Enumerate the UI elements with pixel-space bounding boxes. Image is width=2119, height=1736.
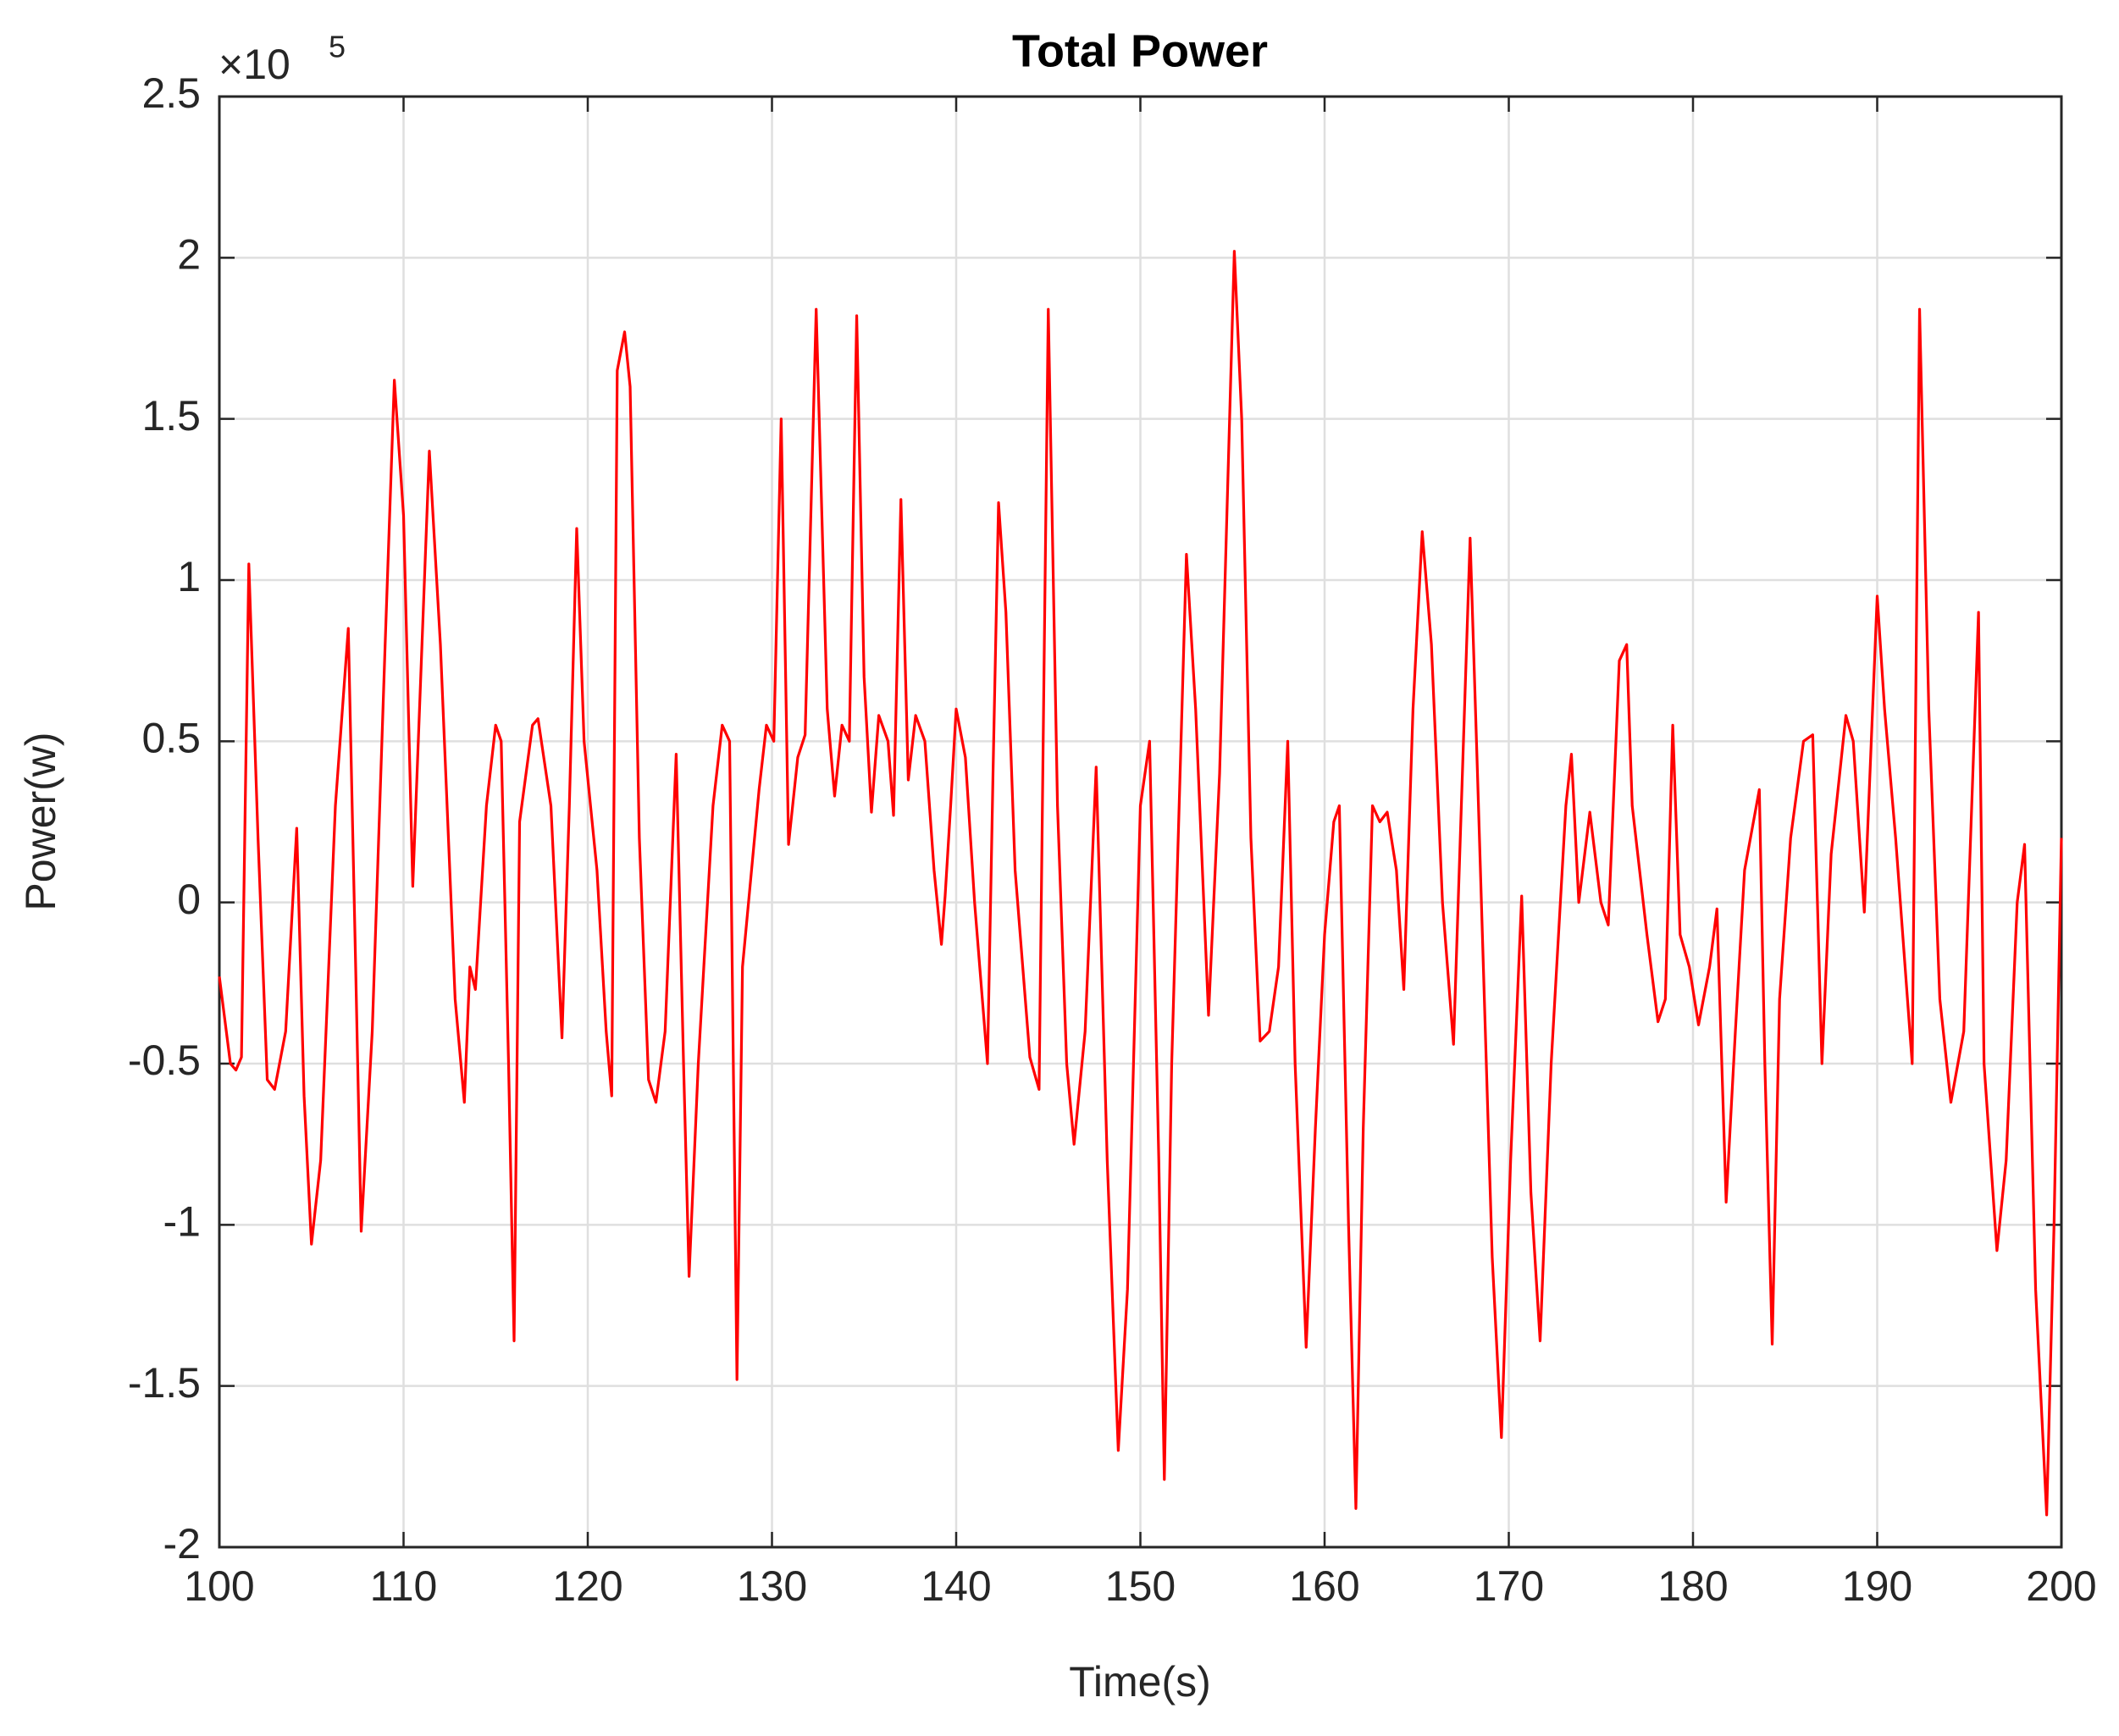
y-tick-label: -1	[163, 1198, 201, 1246]
x-tick-label: 200	[2026, 1562, 2096, 1610]
y-tick-label: 2	[177, 231, 201, 279]
x-tick-label: 100	[184, 1562, 254, 1610]
chart-title: Total Power	[1012, 25, 1268, 76]
data-line	[218, 250, 2063, 1517]
y-scale-exponent: 5	[329, 30, 346, 64]
x-tick-label: 180	[1657, 1562, 1728, 1610]
x-tick-label: 140	[921, 1562, 991, 1610]
y-axis-label: Power(w)	[17, 732, 64, 910]
x-tick-label: 150	[1105, 1562, 1176, 1610]
y-tick-label: 0.5	[141, 715, 201, 762]
x-tick-label: 190	[1842, 1562, 1912, 1610]
y-scale-base: ×10	[219, 41, 290, 88]
y-tick-label: 1.5	[141, 392, 201, 440]
y-tick-label: 1	[177, 553, 201, 600]
y-tick-label: 2.5	[141, 69, 201, 117]
x-tick-label: 120	[552, 1562, 622, 1610]
x-tick-label: 160	[1289, 1562, 1359, 1610]
y-tick-label: 0	[177, 876, 201, 923]
x-tick-label: 130	[737, 1562, 807, 1610]
plot-frame	[218, 95, 2063, 1549]
x-tick-label: 110	[370, 1562, 438, 1610]
y-tick-label: -2	[163, 1520, 201, 1567]
x-tick-label: 170	[1474, 1562, 1544, 1610]
x-axis-label: Time(s)	[1069, 1658, 1211, 1706]
y-tick-label: -0.5	[128, 1037, 201, 1084]
y-tick-label: -1.5	[128, 1359, 201, 1407]
